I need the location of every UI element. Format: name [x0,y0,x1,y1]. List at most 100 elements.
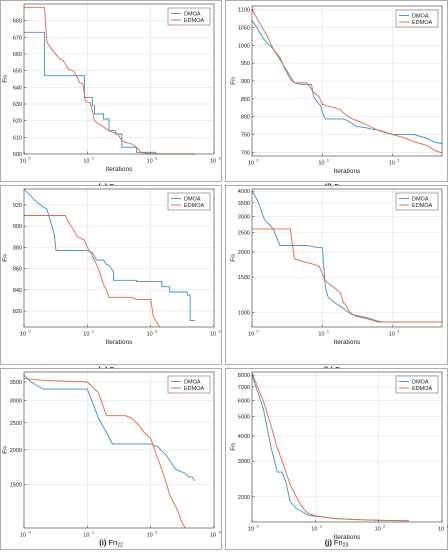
x-tick-label: 10 [20,159,26,165]
x-tick-exponent: 3 [219,157,221,161]
x-tick-exponent: 1 [92,531,94,535]
y-tick-label: 6000 [238,398,250,404]
y-tick-label: 750 [241,133,250,139]
y-tick-label: 820 [13,309,22,315]
x-tick-label: 10 [20,533,26,539]
y-tick-label: 800 [241,115,250,121]
x-tick-exponent: 3 [219,531,221,535]
x-axis-label: Iterations [106,339,133,346]
legend-label: EDMOA [412,386,433,392]
x-tick-exponent: 1 [327,330,329,334]
x-tick-label: 10 [318,332,324,338]
plot-area [252,372,442,522]
y-tick-label: 840 [13,288,22,294]
x-tick-label: 10 [438,527,444,533]
y-tick-label: 600 [13,152,22,158]
x-tick-label: 10 [210,332,216,338]
y-axis-label: Fn [230,77,237,85]
x-tick-label: 10 [375,527,381,533]
caption-name: Fn [108,538,117,547]
x-tick-exponent: 0 [29,531,31,535]
y-tick-label: 3000 [238,214,250,220]
y-tick-label: 1100 [238,8,250,14]
x-tick-label: 10 [20,332,26,338]
x-axis-label: Iterations [334,339,361,346]
caption-subscript: 23 [343,543,349,549]
y-tick-label: 900 [13,224,22,230]
x-tick-exponent: 0 [29,157,31,161]
y-tick-label: 650 [13,69,22,75]
legend-label: DMOA [184,12,201,18]
y-tick-label: 4000 [238,434,250,440]
x-tick-exponent: 1 [92,157,94,161]
x-tick-label: 10 [83,332,89,338]
legend-label: EDMOA [184,386,205,392]
caption-subscript: 22 [117,543,123,549]
y-tick-label: 7000 [238,385,250,391]
y-axis-label: Fn [230,443,237,451]
y-tick-label: 900 [241,79,250,85]
y-tick-label: 3500 [238,201,250,207]
caption-letter: (i) [99,538,108,547]
x-tick-label: 10 [147,159,153,165]
x-tick-label: 10 [210,533,216,539]
x-tick-exponent: 1 [92,330,94,334]
y-tick-label: 1000 [238,311,250,317]
x-tick-exponent: 2 [397,330,399,334]
y-tick-label: 2000 [10,448,22,454]
legend-label: EDMOA [184,18,205,24]
x-tick-label: 10 [248,332,254,338]
y-tick-label: 1050 [238,25,250,31]
y-tick-label: 850 [241,97,250,103]
y-tick-label: 1000 [238,43,250,49]
x-tick-exponent: 1 [320,525,322,529]
y-tick-label: 2500 [238,230,250,236]
y-axis-label: Fn [2,254,9,262]
x-tick-label: 10 [248,527,254,533]
x-tick-label: 10 [318,161,324,167]
y-tick-label: 950 [241,61,250,67]
y-tick-label: 3000 [238,459,250,465]
y-tick-label: 670 [13,35,22,41]
legend-label: EDMOA [412,203,433,209]
y-tick-label: 620 [13,119,22,125]
x-tick-exponent: 2 [383,525,385,529]
x-tick-exponent: 2 [155,330,157,334]
x-tick-exponent: 0 [257,525,259,529]
y-tick-label: 880 [13,245,22,251]
x-tick-label: 10 [147,533,153,539]
y-tick-label: 660 [13,52,22,58]
y-tick-label: 4000 [238,189,250,195]
x-axis-label: Iterations [334,168,361,175]
y-tick-label: 2000 [238,495,250,501]
y-tick-label: 5000 [238,414,250,420]
legend-label: EDMOA [184,203,205,209]
y-tick-label: 2500 [10,421,22,427]
x-tick-label: 10 [389,161,395,167]
y-tick-label: 920 [13,203,22,209]
x-tick-label: 10 [147,332,153,338]
legend-label: DMOA [184,197,201,203]
y-axis-label: Fn [2,75,9,83]
y-tick-label: 610 [13,135,22,141]
x-tick-label: 10 [83,533,89,539]
y-tick-label: 2000 [238,250,250,256]
legend-label: EDMOA [412,20,433,26]
caption-letter: (j) [325,538,334,547]
legend-label: DMOA [412,380,429,386]
x-axis-label: Iterations [106,166,133,173]
x-tick-exponent: 0 [257,330,259,334]
y-axis-label: Fn [230,254,237,262]
y-tick-label: 640 [13,85,22,91]
